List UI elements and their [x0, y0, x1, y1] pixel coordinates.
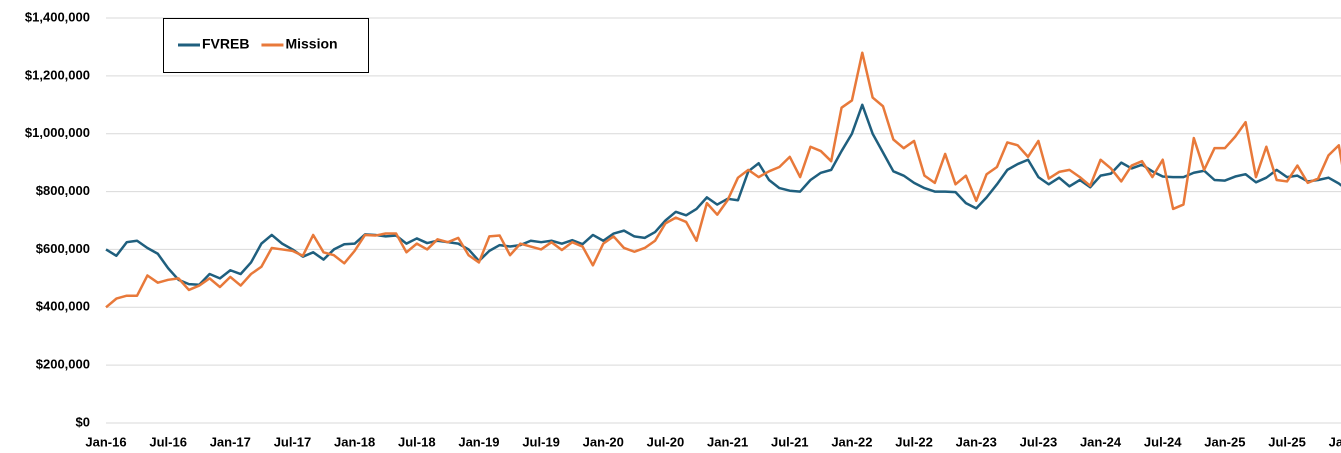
y-tick-label: $800,000 — [36, 183, 90, 198]
x-tick-label: Jan-25 — [1204, 434, 1245, 449]
x-tick-label: Jul-16 — [149, 434, 187, 449]
x-tick-label: Jul-21 — [771, 434, 809, 449]
legend-label: Mission — [285, 36, 337, 52]
legend: FVREB Mission — [163, 18, 369, 73]
y-tick-label: $600,000 — [36, 241, 90, 256]
y-tick-label: $0 — [76, 414, 90, 429]
x-tick-label: Jan-26 — [1329, 434, 1341, 449]
x-tick-label: Jul-19 — [522, 434, 560, 449]
x-tick-label: Jan-20 — [583, 434, 624, 449]
x-tick-label: Jan-22 — [831, 434, 872, 449]
y-tick-label: $1,000,000 — [25, 125, 90, 140]
x-tick-label: Jan-16 — [85, 434, 126, 449]
series-line — [105, 103, 1341, 286]
x-tick-label: Jul-24 — [1144, 434, 1182, 449]
x-tick-label: Jan-23 — [956, 434, 997, 449]
y-tick-label: $1,400,000 — [25, 9, 90, 24]
x-tick-label: Jul-18 — [398, 434, 436, 449]
x-tick-label: Jan-24 — [1080, 434, 1122, 449]
x-tick-label: Jul-25 — [1268, 434, 1306, 449]
x-tick-label: Jan-18 — [334, 434, 375, 449]
x-tick-label: Jul-20 — [647, 434, 685, 449]
series-line — [105, 51, 1341, 309]
x-tick-label: Jul-22 — [895, 434, 933, 449]
x-tick-label: Jul-17 — [274, 434, 312, 449]
legend-label: FVREB — [202, 36, 249, 52]
x-tick-label: Jan-17 — [210, 434, 251, 449]
y-tick-label: $1,200,000 — [25, 67, 90, 82]
x-tick-label: Jan-21 — [707, 434, 748, 449]
y-tick-label: $200,000 — [36, 357, 90, 372]
x-tick-label: Jan-19 — [458, 434, 499, 449]
x-tick-label: Jul-23 — [1020, 434, 1058, 449]
y-tick-label: $400,000 — [36, 299, 90, 314]
